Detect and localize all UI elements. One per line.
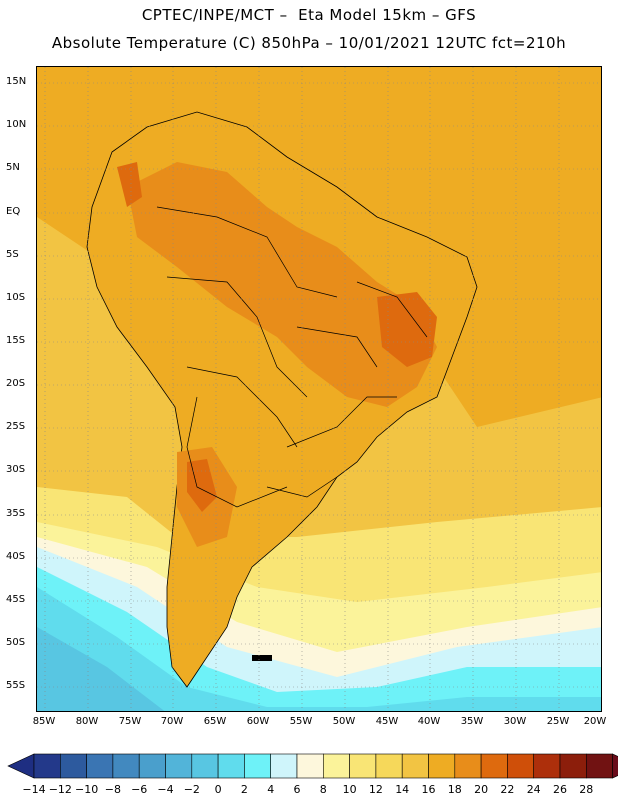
colorbar-label: 14 (395, 783, 410, 796)
colorbar-label: 28 (579, 783, 594, 796)
lon-label-40w: 40W (417, 716, 441, 727)
colorbar-swatch (480, 753, 508, 779)
colorbar-label: 26 (553, 783, 567, 796)
colorbar-label: 24 (526, 783, 541, 796)
colorbar-label: 8 (319, 783, 327, 796)
lon-label-30w: 30W (503, 716, 527, 727)
lon-label-35w: 35W (460, 716, 484, 727)
lon-label-20w: 20W (583, 716, 607, 727)
lat-label-20s: 20S (6, 378, 26, 389)
colorbar-swatch (507, 753, 534, 779)
colorbar-swatch (59, 753, 87, 779)
map-title-line2: Absolute Temperature (C) 850hPa – 10/01/… (51, 34, 567, 52)
colorbar-swatch (165, 753, 193, 779)
lat-label-55s: 55S (6, 680, 26, 691)
colorbar-label: −4 (157, 783, 174, 796)
colorbar-swatch (296, 753, 324, 779)
lon-label-75w: 75W (118, 716, 142, 727)
colorbar-label: −6 (131, 783, 148, 796)
colorbar-label: −14 (22, 783, 46, 796)
colorbar-arrow-low (7, 753, 35, 779)
lon-label-85w: 85W (32, 716, 56, 727)
hot-region-central (127, 162, 437, 407)
colorbar-swatch (375, 753, 403, 779)
colorbar-swatch (428, 753, 456, 779)
falkland-islands (252, 655, 272, 661)
lat-label-40s: 40S (6, 551, 26, 562)
colorbar-label: 22 (500, 783, 515, 796)
colorbar-swatch (533, 753, 561, 779)
lon-label-80w: 80W (75, 716, 99, 727)
lat-label-50s: 50S (6, 637, 26, 648)
colorbar-label: 16 (421, 783, 436, 796)
lon-label-70w: 70W (160, 716, 184, 727)
lon-label-55w: 55W (289, 716, 313, 727)
hotspot-east-brazil (377, 292, 437, 367)
colorbar-label: 0 (214, 783, 222, 796)
colorbar-label: −10 (74, 783, 99, 796)
hotspot-argentina (187, 459, 217, 512)
country-borders (156, 206, 428, 508)
colorbar-label: 6 (293, 783, 301, 796)
lat-label-15n: 15N (6, 76, 27, 87)
colorbar-swatches (7, 753, 618, 779)
lat-label-5s: 5S (6, 249, 19, 260)
lat-label-30s: 30S (6, 464, 26, 475)
lat-label-10s: 10S (6, 292, 26, 303)
colorbar-swatch (585, 753, 613, 779)
lat-label-45s: 45S (6, 594, 26, 605)
hotspot-colombia (117, 162, 142, 207)
lat-label-5n: 5N (6, 162, 20, 173)
colorbar-swatch (33, 753, 61, 779)
colorbar-swatch (86, 753, 114, 779)
colorbar-label: −12 (48, 783, 72, 796)
colorbar-label: 4 (267, 783, 275, 796)
colorbar-swatch (191, 753, 219, 779)
colorbar-swatch (138, 753, 166, 779)
colorbar-label: −8 (104, 783, 121, 796)
colorbar-swatch (322, 753, 350, 779)
colorbar-label: 2 (240, 783, 248, 796)
lat-label-10n: 10N (6, 119, 27, 130)
colorbar-swatch (217, 753, 245, 779)
temperature-colorbar (0, 748, 618, 800)
colorbar-label: 20 (474, 783, 489, 796)
colorbar-swatch (401, 753, 429, 779)
map-title-line1: CPTEC/INPE/MCT – Eta Model 15km – GFS (141, 6, 477, 24)
lat-label-25s: 25S (6, 421, 26, 432)
colorbar-swatch (454, 753, 482, 779)
lat-label-15s: 15S (6, 335, 26, 346)
colorbar-label: 12 (368, 783, 383, 796)
colorbar-swatch (112, 753, 140, 779)
colorbar-swatch (559, 753, 587, 779)
lon-label-50w: 50W (332, 716, 356, 727)
lon-label-60w: 60W (246, 716, 270, 727)
lon-label-65w: 65W (203, 716, 227, 727)
lon-label-25w: 25W (546, 716, 570, 727)
colorbar-swatch (270, 753, 298, 779)
temperature-map (36, 66, 602, 712)
colorbar-swatch (244, 753, 271, 779)
colorbar-label: −2 (183, 783, 200, 796)
zone-minus2c (37, 627, 165, 711)
lon-label-45w: 45W (375, 716, 399, 727)
lat-label-eq: EQ (6, 206, 21, 217)
colorbar-swatch (349, 753, 377, 779)
map-canvas (37, 67, 601, 711)
lat-label-35s: 35S (6, 508, 26, 519)
colorbar-label: 18 (447, 783, 462, 796)
colorbar-arrow-high (612, 753, 618, 779)
colorbar-label: 10 (342, 783, 357, 796)
